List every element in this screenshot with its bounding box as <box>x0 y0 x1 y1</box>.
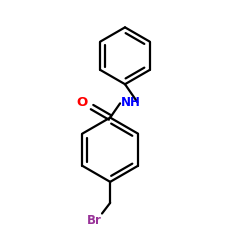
Text: NH: NH <box>120 96 141 109</box>
Text: O: O <box>76 96 88 109</box>
Text: Br: Br <box>87 214 102 227</box>
